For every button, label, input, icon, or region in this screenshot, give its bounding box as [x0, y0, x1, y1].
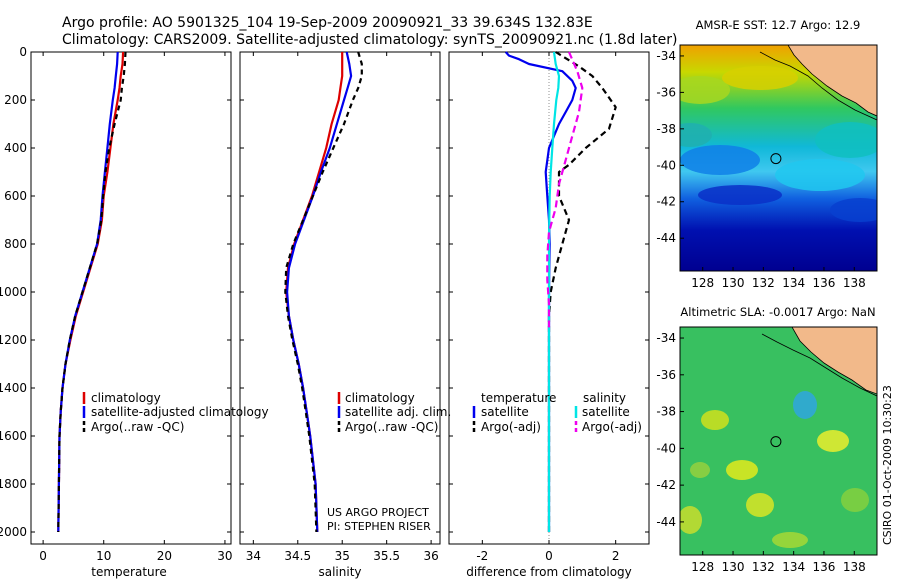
sla-argo-location-marker — [770, 436, 782, 448]
temperature-ytick-label: 800 — [4, 237, 27, 251]
salinity-axes-box — [239, 51, 441, 545]
sla_map-xtick-label: 134 — [782, 560, 805, 574]
difference-legend-label-sal-argo: Argo(-adj) — [582, 420, 642, 434]
salinity-series-2-line — [284, 51, 363, 533]
salinity-xlabel: salinity — [318, 565, 361, 579]
figure-title-line1: Argo profile: AO 5901325_104 19-Sep-2009… — [62, 15, 593, 31]
temperature-ytick-label: 1200 — [0, 333, 27, 347]
sla-map-title: Altimetric SLA: -0.0017 Argo: NaN — [680, 305, 875, 319]
sla_map-xtick-label: 128 — [691, 560, 714, 574]
temperature-series-1-line — [57, 51, 119, 533]
temperature-legend-label-argo: Argo(..raw -QC) — [91, 420, 184, 434]
temperature-panel: 0 10 20 30 0 200 400 600 800 1000 1200 1400 1600 1800… — [0, 45, 269, 579]
temperature-xtick-label: 0 — [39, 549, 47, 563]
sla-map-panel: Altimetric SLA: -0.0017 Argo: NaN 128 130… — [656, 305, 878, 574]
temperature-ytick-label: 1400 — [0, 381, 27, 395]
difference-xtick-label: -2 — [476, 549, 488, 563]
difference-series-3-line — [546, 51, 584, 328]
difference-xtick-label: 0 — [545, 549, 553, 563]
sla-coastline — [761, 333, 877, 397]
sla_map-ytick-label: -40 — [656, 441, 676, 455]
sst_map-xtick-label: 138 — [843, 276, 866, 290]
side-timestamp-label: CSIRO 01-Oct-2009 10:30:23 — [881, 385, 894, 545]
sst_map-ytick-label: -40 — [656, 158, 676, 172]
difference-legend-title-salinity: salinity — [583, 391, 626, 405]
temperature-legend: climatology satellite-adjusted climatolo… — [82, 391, 269, 434]
salinity-annotation-pi: PI: STEPHEN RISER — [327, 520, 431, 533]
sst-map-frame — [679, 44, 878, 272]
sla_map-xtick-label: 132 — [752, 560, 775, 574]
sla-map-frame — [679, 326, 878, 556]
sla_map-ytick-label: -42 — [656, 478, 676, 492]
sst-map-title: AMSR-E SST: 12.7 Argo: 12.9 — [696, 18, 861, 32]
temperature-ytick-label: 600 — [4, 189, 27, 203]
temperature-ytick-label: 1000 — [0, 285, 27, 299]
temperature-ytick-label: 1800 — [0, 477, 27, 491]
temperature-series-0-line — [57, 51, 125, 533]
sst-argo-location-marker — [770, 153, 782, 165]
sst-coastline — [759, 51, 877, 121]
temperature-ytick-label: 2000 — [0, 525, 27, 539]
difference-series-0-line — [504, 51, 577, 532]
difference-legend-label-sal-satellite: satellite — [582, 405, 630, 419]
salinity-series-0-line — [285, 52, 344, 533]
sla_map-ytick-label: -34 — [656, 331, 676, 345]
temperature-axes-box — [30, 51, 232, 545]
sst-land — [787, 45, 877, 117]
sla_map-xtick-label: 136 — [813, 560, 836, 574]
difference-panel: -2 0 2 difference from climatology tempera… — [448, 51, 650, 579]
sla_map-xtick-label: 130 — [722, 560, 745, 574]
sst_map-ytick-label: -34 — [656, 49, 676, 63]
sst_map-ytick-label: -36 — [656, 85, 676, 99]
difference-legend: temperature salinity satellite Argo(-adj… — [472, 391, 642, 434]
sla_map-ytick-label: -44 — [656, 515, 676, 529]
sst_map-ytick-label: -42 — [656, 195, 676, 209]
temperature-ytick-label: 1600 — [0, 429, 27, 443]
difference-legend-label-temp-satellite: satellite — [481, 405, 529, 419]
salinity-xtick-label: 34.5 — [284, 549, 311, 563]
difference-xtick-label: 2 — [612, 549, 620, 563]
temperature-ytick-label: 0 — [19, 45, 27, 59]
salinity-legend: climatology satellite adj. clim. Argo(..… — [337, 391, 451, 434]
temperature-legend-label-climatology: climatology — [91, 391, 161, 405]
salinity-legend-label-argo: Argo(..raw -QC) — [345, 420, 438, 434]
salinity-xtick-label: 36 — [423, 549, 438, 563]
sst_map-xtick-label: 130 — [722, 276, 745, 290]
salinity-xtick-label: 35.5 — [373, 549, 400, 563]
temperature-ytick-label: 200 — [4, 93, 27, 107]
temperature-series-2-line — [57, 51, 127, 533]
sst_map-xtick-label: 128 — [691, 276, 714, 290]
sla-patches — [680, 391, 869, 548]
salinity-series-1-line — [286, 51, 353, 533]
sst-patches — [680, 66, 877, 222]
figure-title-line2: Climatology: CARS2009. Satellite-adjuste… — [62, 32, 677, 48]
sla-land — [791, 327, 877, 395]
temperature-ytick-label: 400 — [4, 141, 27, 155]
sla_map-ytick-label: -36 — [656, 368, 676, 382]
temperature-legend-label-satellite: satellite-adjusted climatology — [91, 405, 269, 419]
salinity-xtick-label: 35 — [335, 549, 350, 563]
difference-legend-label-temp-argo: Argo(-adj) — [481, 420, 541, 434]
sst_map-xtick-label: 136 — [813, 276, 836, 290]
salinity-panel: 34 34.5 35 35.5 36 salinity climatology sate… — [239, 51, 451, 579]
sla_map-xtick-label: 138 — [843, 560, 866, 574]
sst_map-ytick-label: -44 — [656, 231, 676, 245]
temperature-xtick-label: 10 — [96, 549, 111, 563]
difference-series-2-line — [547, 51, 561, 532]
sst_map-xtick-label: 134 — [782, 276, 805, 290]
difference-xlabel: difference from climatology — [466, 565, 632, 579]
sst_map-ytick-label: -38 — [656, 122, 676, 136]
sst-map-panel: AMSR-E SST: 12.7 Argo: 12.9 128 130 132 134… — [656, 18, 878, 290]
salinity-legend-label-satellite: satellite adj. clim. — [345, 405, 451, 419]
salinity-xtick-label: 34 — [246, 549, 261, 563]
difference-legend-title-temperature: temperature — [481, 391, 556, 405]
salinity-legend-label-climatology: climatology — [345, 391, 415, 405]
temperature-xlabel: temperature — [91, 565, 166, 579]
sst_map-xtick-label: 132 — [752, 276, 775, 290]
temperature-xtick-label: 20 — [157, 549, 172, 563]
salinity-annotation-project: US ARGO PROJECT — [327, 506, 429, 519]
temperature-xtick-label: 30 — [217, 549, 232, 563]
sla_map-ytick-label: -38 — [656, 405, 676, 419]
